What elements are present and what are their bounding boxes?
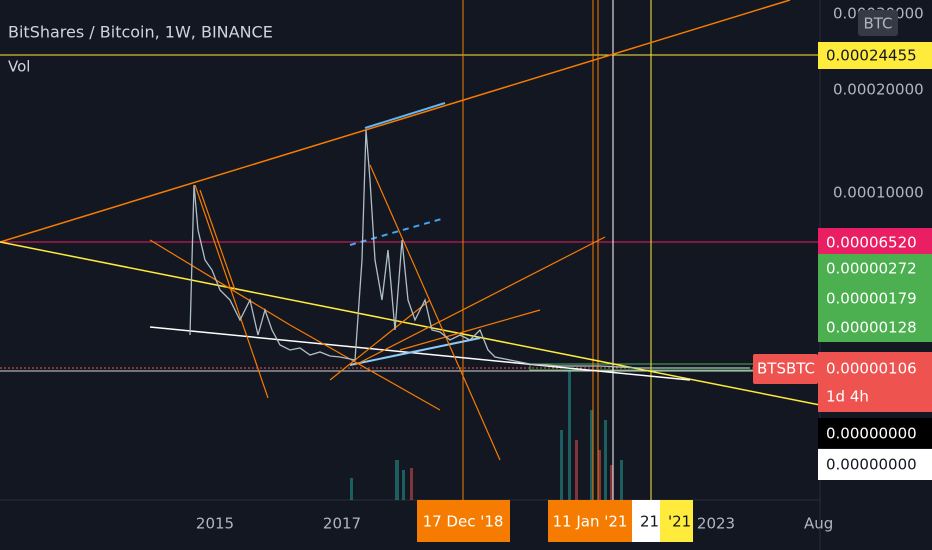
trend-line [0, 0, 791, 243]
price-tag [818, 352, 932, 412]
time-tag [548, 500, 632, 542]
fan-lines [149, 164, 606, 461]
unit-badge [858, 10, 898, 36]
price-tag [818, 418, 932, 448]
price-label: 0.00020000 [833, 81, 924, 99]
time-tag [660, 500, 693, 542]
time-tag [417, 500, 510, 542]
price-tag-label: 0.00000000 [826, 456, 917, 474]
trend-line [149, 326, 691, 381]
price-tag-label: 0.00000106 [826, 360, 917, 378]
price-tag-label: 0.00000000 [826, 425, 917, 443]
symbol-tag [753, 354, 818, 384]
volume-bars [350, 370, 623, 500]
price-tag [818, 42, 932, 69]
trend-line [349, 217, 446, 246]
time-tag-label: 17 Dec '18 [423, 513, 504, 531]
price-tag-label: 0.00006520 [826, 234, 917, 252]
trend-line [349, 337, 481, 366]
countdown-label: 1d 4h [826, 388, 869, 406]
trend-line [0, 241, 821, 406]
indicator-label: Vol [8, 58, 30, 76]
time-label: Aug [804, 515, 833, 533]
price-tag-label: 0.00000179 [826, 290, 917, 308]
unit-label: BTC [863, 15, 892, 33]
time-tag-label: 11 Jan '21 [553, 513, 628, 531]
price-tag-label: 0.00000272 [826, 260, 917, 278]
price-tag-label: 0.00024455 [826, 47, 917, 65]
price-label: 0.00010000 [833, 184, 924, 202]
price-path [189, 129, 750, 369]
time-tag-label: 21 [640, 513, 659, 531]
symbol-label: BTSBTC [757, 360, 815, 378]
volume-bars-down [410, 440, 613, 500]
chart-title: BitShares / Bitcoin, 1W, BINANCE [8, 23, 273, 42]
price-tag-group [818, 254, 932, 342]
time-tag [632, 500, 660, 542]
trend-line [364, 102, 446, 129]
time-tag-label: '21 [668, 513, 691, 531]
price-tag-label: 0.00000128 [826, 319, 917, 337]
time-label: 2015 [196, 515, 234, 533]
price-tag [818, 449, 932, 480]
time-label: 2017 [323, 515, 361, 533]
price-tag [818, 228, 932, 256]
time-label: 2023 [697, 515, 735, 533]
